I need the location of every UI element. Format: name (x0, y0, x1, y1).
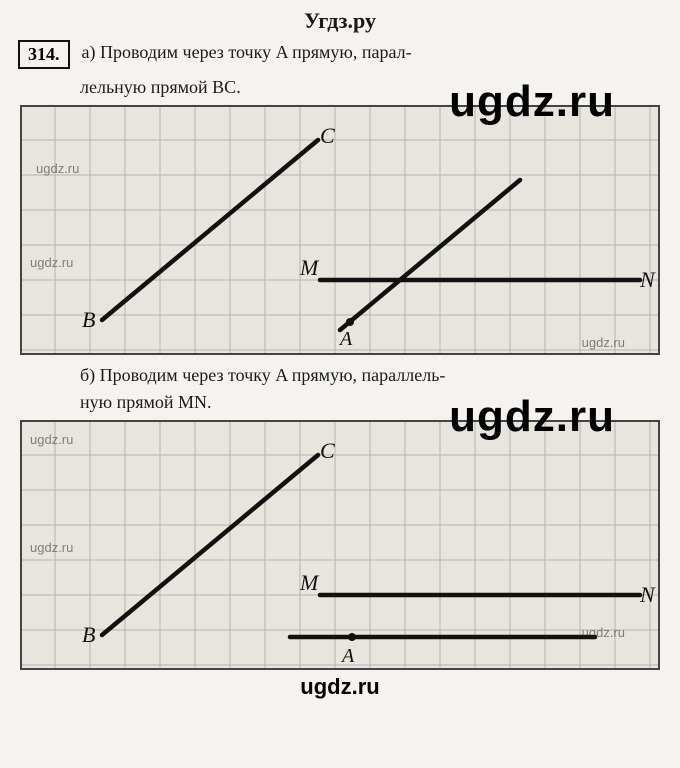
svg-text:A: A (338, 328, 353, 350)
page-header: Угдз.ру (18, 8, 662, 34)
svg-text:B: B (82, 622, 95, 647)
svg-text:N: N (639, 582, 656, 607)
svg-text:C: C (320, 438, 335, 463)
part-b-line2: ную прямой MN. (18, 390, 662, 414)
part-a-line2: лельную прямой BC. (18, 75, 662, 99)
svg-text:M: M (299, 570, 320, 595)
svg-text:A: A (340, 645, 355, 667)
figure-b: B C M N A (20, 420, 660, 670)
figure-b-wrap: ugdz.ru ugdz.ru ugdz.ru ugdz.ru BCMNA (20, 420, 660, 670)
watermark-bottom: ugdz.ru (18, 674, 662, 700)
part-a-line1: а) Проводим через точку A прямую, парал- (82, 40, 412, 64)
svg-text:C: C (320, 123, 335, 148)
svg-text:N: N (639, 267, 656, 292)
svg-text:M: M (299, 255, 320, 280)
figure-a-wrap: ugdz.ru ugdz.ru ugdz.ru ugdz.ru BCMNA (20, 105, 660, 355)
problem-number: 314. (18, 40, 70, 69)
svg-text:B: B (82, 307, 95, 332)
problem-row: 314. а) Проводим через точку A прямую, п… (18, 40, 662, 69)
part-b-line1: б) Проводим через точку A прямую, паралл… (18, 363, 662, 387)
figure-a: B C M N A (20, 105, 660, 355)
